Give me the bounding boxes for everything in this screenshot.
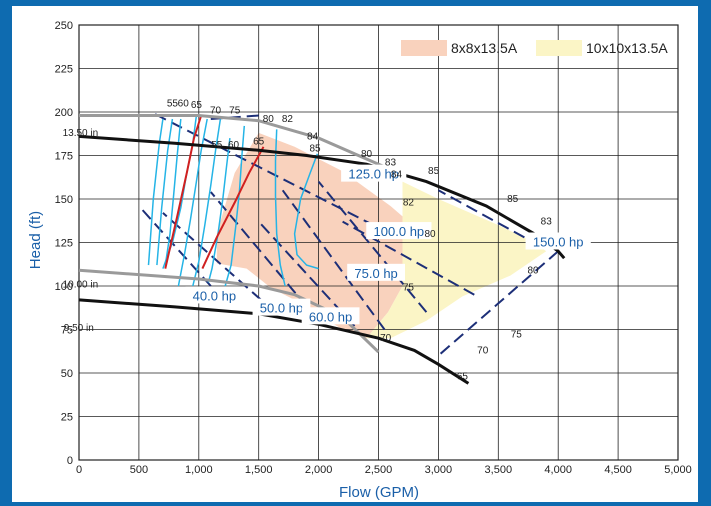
x-tick-label: 5,000 — [664, 464, 692, 476]
hp-line — [150, 111, 391, 235]
x-tick-label: 2,500 — [365, 464, 393, 476]
hp-line — [342, 220, 475, 296]
hp-label: 100.0 hp — [374, 224, 425, 239]
efficiency-label: 75 — [403, 283, 415, 294]
x-tick-label: 4,500 — [604, 464, 632, 476]
legend-label: 8x8x13.5A — [451, 40, 518, 56]
efficiency-curve — [293, 153, 319, 270]
efficiency-label: 85 — [507, 194, 519, 205]
efficiency-curve — [156, 118, 174, 266]
y-tick-label: 175 — [55, 151, 73, 163]
efficiency-label: 65 — [191, 100, 203, 111]
plot-frame — [78, 24, 679, 461]
efficiency-label: 55 — [211, 140, 223, 151]
impeller-curve — [78, 298, 470, 385]
y-tick-label: 125 — [55, 238, 73, 250]
hp-label: 60.0 hp — [309, 309, 352, 324]
efficiency-label: 60 — [228, 140, 240, 151]
y-axis-title: Head (ft) — [27, 211, 44, 269]
x-tick-label: 0 — [76, 464, 82, 476]
x-tick-label: 2,000 — [305, 464, 333, 476]
efficiency-label: 65 — [457, 371, 469, 382]
efficiency-label: 75 — [511, 330, 523, 341]
efficiency-label: 60 — [178, 98, 190, 109]
efficiency-curve — [207, 138, 231, 283]
x-tick-label: 500 — [130, 464, 148, 476]
diameter-label: 13.50 in — [63, 128, 99, 139]
hp-label-bg — [347, 263, 406, 281]
efficiency-label: 65 — [253, 137, 265, 148]
y-tick-label: 150 — [55, 194, 73, 206]
legend-label: 10x10x13.5A — [586, 40, 668, 56]
x-tick-label: 1,500 — [245, 464, 273, 476]
hp-label-bg — [185, 286, 244, 304]
hp-line — [437, 250, 559, 357]
hp-line — [281, 189, 386, 331]
efficiency-label: 84 — [307, 131, 319, 142]
hp-label: 40.0 hp — [193, 288, 236, 303]
efficiency-curve — [192, 118, 222, 287]
efficiency-label: 84 — [391, 170, 403, 181]
diameter-label: 9.50 in — [64, 323, 94, 334]
efficiency-curve — [224, 125, 246, 287]
x-tick-label: 1,000 — [185, 464, 213, 476]
x-tick-label: 4,000 — [544, 464, 572, 476]
efficiency-label: 80 — [361, 149, 373, 160]
efficiency-curve — [274, 129, 286, 287]
y-tick-label: 0 — [67, 455, 73, 467]
x-axis-title: Flow (GPM) — [339, 484, 419, 501]
y-tick-label: 75 — [61, 325, 73, 337]
hp-label: 75.0 hp — [354, 266, 397, 281]
y-tick-label: 100 — [55, 281, 73, 293]
hp-label-bg — [341, 164, 407, 182]
y-tick-label: 200 — [55, 107, 73, 119]
npsh-curve — [201, 146, 265, 270]
hp-label: 150.0 hp — [533, 235, 584, 250]
legend-swatch — [536, 40, 582, 56]
hp-label-bg — [301, 307, 360, 325]
operating-region — [366, 181, 547, 339]
efficiency-label: 82 — [282, 114, 294, 125]
y-tick-label: 250 — [55, 20, 73, 32]
operating-region — [216, 132, 403, 339]
diameter-label: 10.00 in — [63, 279, 99, 290]
x-tick-label: 3,500 — [485, 464, 513, 476]
y-tick-label: 25 — [61, 412, 73, 424]
efficiency-label: 83 — [541, 217, 553, 228]
hp-line — [317, 180, 428, 313]
npsh-curve — [164, 115, 203, 269]
efficiency-label: 55 — [167, 98, 179, 109]
hp-label-bg — [252, 298, 311, 316]
y-tick-label: 50 — [61, 368, 73, 380]
efficiency-label: 70 — [210, 105, 222, 116]
hp-label-bg — [525, 232, 591, 250]
efficiency-label: 85 — [428, 166, 440, 177]
legend-swatch — [401, 40, 447, 56]
hp-label: 50.0 hp — [260, 301, 303, 316]
efficiency-label: 80 — [527, 265, 539, 276]
efficiency-label: 80 — [424, 229, 436, 240]
efficiency-label: 70 — [477, 345, 489, 356]
efficiency-label: 85 — [309, 144, 321, 155]
efficiency-label: 83 — [385, 157, 397, 168]
hp-line — [437, 189, 541, 247]
efficiency-curve — [147, 118, 164, 266]
hp-label-bg — [366, 222, 432, 240]
efficiency-label: 80 — [263, 114, 275, 125]
efficiency-label: 82 — [403, 197, 415, 208]
y-tick-label: 225 — [55, 64, 73, 76]
efficiency-label: 75 — [229, 105, 241, 116]
hp-label: 125.0 hp — [348, 167, 399, 182]
efficiency-label: 70 — [380, 333, 392, 344]
x-tick-label: 3,000 — [425, 464, 453, 476]
